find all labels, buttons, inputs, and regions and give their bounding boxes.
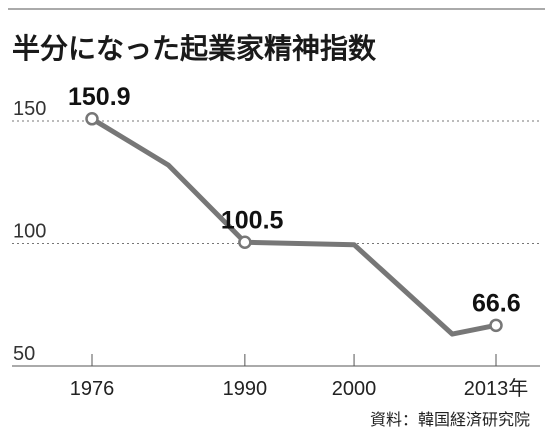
data-label: 66.6	[472, 289, 521, 317]
y-tick-label: 100	[13, 221, 46, 243]
x-tick-label: 2000	[332, 378, 377, 400]
data-point-marker	[489, 318, 503, 333]
x-ticks: 1976 1990 2000 2013年	[70, 354, 529, 400]
x-tick-label: 1976	[70, 378, 115, 400]
data-point-marker	[238, 235, 252, 250]
data-label: 100.5	[221, 206, 284, 234]
grid-lines: 150 100 50	[12, 98, 540, 365]
data-labels: 150.9 100.5 66.6	[68, 83, 521, 333]
series-line	[89, 116, 499, 337]
x-tick-label: 1990	[223, 378, 268, 400]
source-note: 資料：韓国経済研究院	[370, 410, 530, 429]
y-tick-label: 150	[13, 98, 46, 120]
data-point-marker	[85, 112, 99, 126]
chart-title: 半分になった起業家精神指数	[12, 32, 377, 65]
y-tick-label: 50	[13, 343, 35, 365]
series	[89, 116, 499, 337]
x-tick-label: 2013年	[464, 377, 529, 400]
data-label: 150.9	[68, 83, 131, 111]
